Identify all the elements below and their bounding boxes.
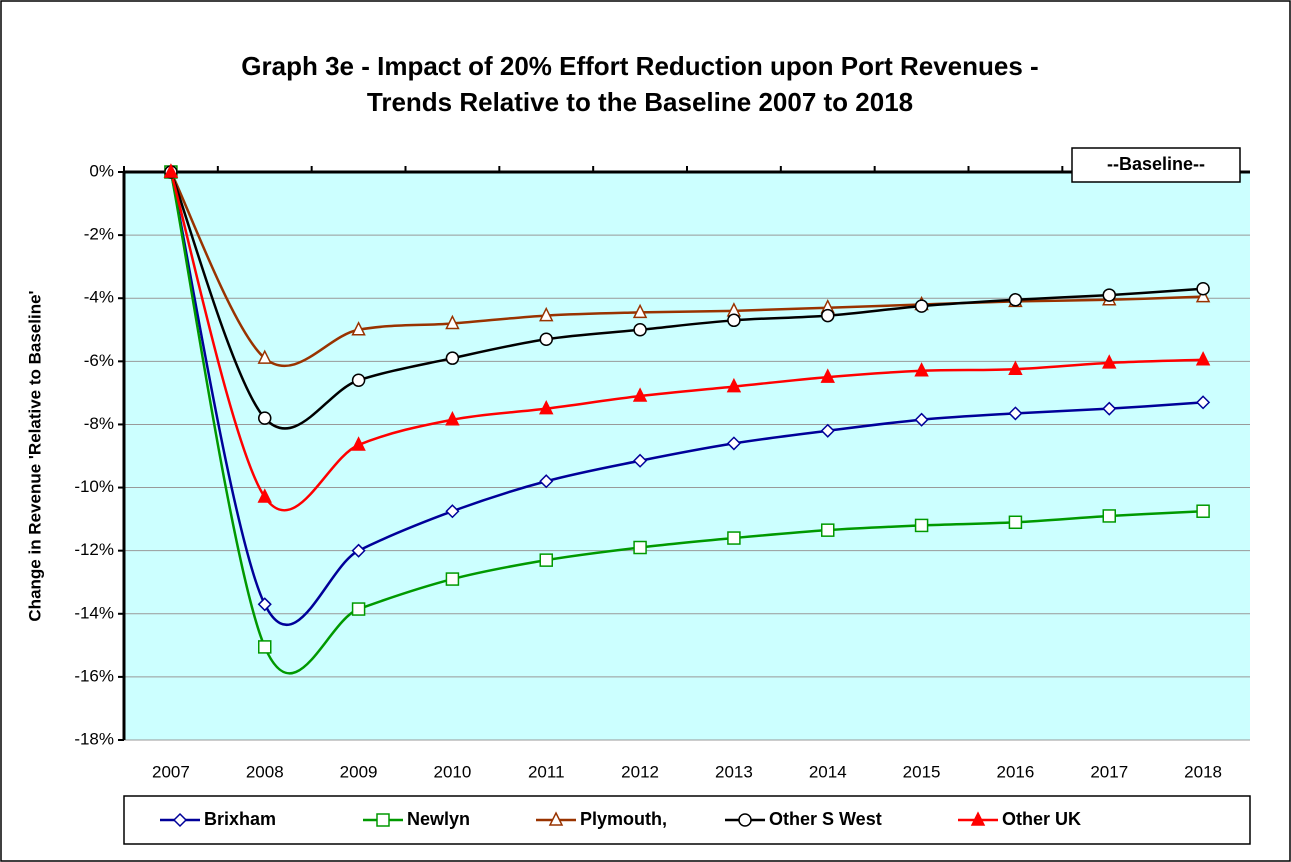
x-tick-label: 2017 <box>1090 762 1128 781</box>
legend-label: Brixham <box>204 809 276 829</box>
legend-label: Newlyn <box>407 809 470 829</box>
marker <box>1008 515 1023 530</box>
marker <box>1196 282 1210 296</box>
chart-title: Graph 3e - Impact of 20% Effort Reductio… <box>241 51 1038 81</box>
marker <box>820 368 835 383</box>
legend-label: Other UK <box>1002 809 1081 829</box>
marker <box>1102 401 1117 416</box>
y-tick-label: 0% <box>89 161 114 180</box>
y-tick-label: -8% <box>84 414 114 433</box>
marker <box>726 377 742 393</box>
marker <box>1195 351 1211 366</box>
x-tick-label: 2012 <box>621 762 659 781</box>
marker <box>1102 509 1116 523</box>
marker <box>1008 360 1023 375</box>
marker <box>351 543 366 558</box>
marker <box>1008 406 1023 421</box>
legend-label: Other S West <box>769 809 882 829</box>
marker <box>258 411 272 425</box>
marker <box>445 314 460 330</box>
marker <box>914 362 929 377</box>
y-tick-label: -10% <box>74 477 114 496</box>
marker <box>1196 395 1211 410</box>
x-tick-label: 2009 <box>340 762 378 781</box>
marker <box>1195 287 1211 303</box>
marker <box>726 436 741 451</box>
marker <box>1196 504 1210 518</box>
legend <box>123 795 1251 845</box>
annotation: --Baseline-- <box>1107 154 1205 174</box>
marker <box>821 523 835 537</box>
marker <box>633 323 647 337</box>
x-tick-label: 2018 <box>1184 762 1222 781</box>
marker <box>633 453 648 468</box>
chart-title: Trends Relative to the Baseline 2007 to … <box>367 87 913 117</box>
marker <box>257 349 272 364</box>
y-tick-label: -2% <box>84 225 114 244</box>
x-tick-label: 2014 <box>809 762 847 781</box>
y-tick-label: -18% <box>74 729 114 748</box>
marker <box>351 373 366 388</box>
y-tick-label: -6% <box>84 351 114 370</box>
marker <box>539 553 553 567</box>
marker <box>445 504 460 519</box>
y-tick-label: -12% <box>74 540 114 559</box>
marker <box>738 813 752 827</box>
marker <box>258 640 272 654</box>
plot-area: 0% -2% -4% -6% -8% -10% -12% -14% -16% -18% 2007 20… <box>74 161 1250 781</box>
marker <box>445 411 460 426</box>
marker <box>163 163 179 178</box>
marker <box>539 474 554 489</box>
x-tick-label: 2007 <box>152 762 190 781</box>
y-axis-label: Change in Revenue 'Relative to Baseline' <box>25 290 44 621</box>
marker <box>727 531 741 545</box>
marker <box>539 399 554 415</box>
marker <box>548 811 564 826</box>
marker <box>539 332 553 346</box>
y-tick-label: -16% <box>74 666 114 685</box>
marker <box>351 321 366 336</box>
marker <box>376 813 390 827</box>
marker <box>172 812 188 828</box>
y-tick-label: -14% <box>74 603 114 622</box>
marker <box>970 811 986 826</box>
y-tick-label: -4% <box>84 288 114 307</box>
marker <box>914 412 929 427</box>
marker <box>445 351 460 365</box>
legend-label: Plymouth, <box>580 809 667 829</box>
marker <box>351 602 366 616</box>
marker <box>820 423 835 438</box>
x-tick-label: 2013 <box>715 762 753 781</box>
marker <box>914 518 929 533</box>
x-tick-label: 2015 <box>903 762 941 781</box>
marker <box>632 303 648 319</box>
marker <box>1008 293 1023 307</box>
marker <box>632 387 648 402</box>
marker <box>257 597 272 612</box>
marker <box>1102 354 1117 369</box>
x-tick-label: 2016 <box>997 762 1035 781</box>
marker <box>539 306 554 322</box>
marker <box>821 308 835 323</box>
plot-background <box>124 172 1250 740</box>
annotation-box <box>1071 147 1241 183</box>
x-tick-label: 2011 <box>528 762 565 781</box>
marker <box>257 488 272 503</box>
marker <box>445 572 460 586</box>
x-tick-label: 2010 <box>434 762 472 781</box>
x-tick-label: 2008 <box>246 762 284 781</box>
marker <box>727 313 741 328</box>
marker <box>914 299 929 313</box>
marker <box>351 436 366 451</box>
marker <box>633 540 647 555</box>
marker <box>1102 288 1116 302</box>
